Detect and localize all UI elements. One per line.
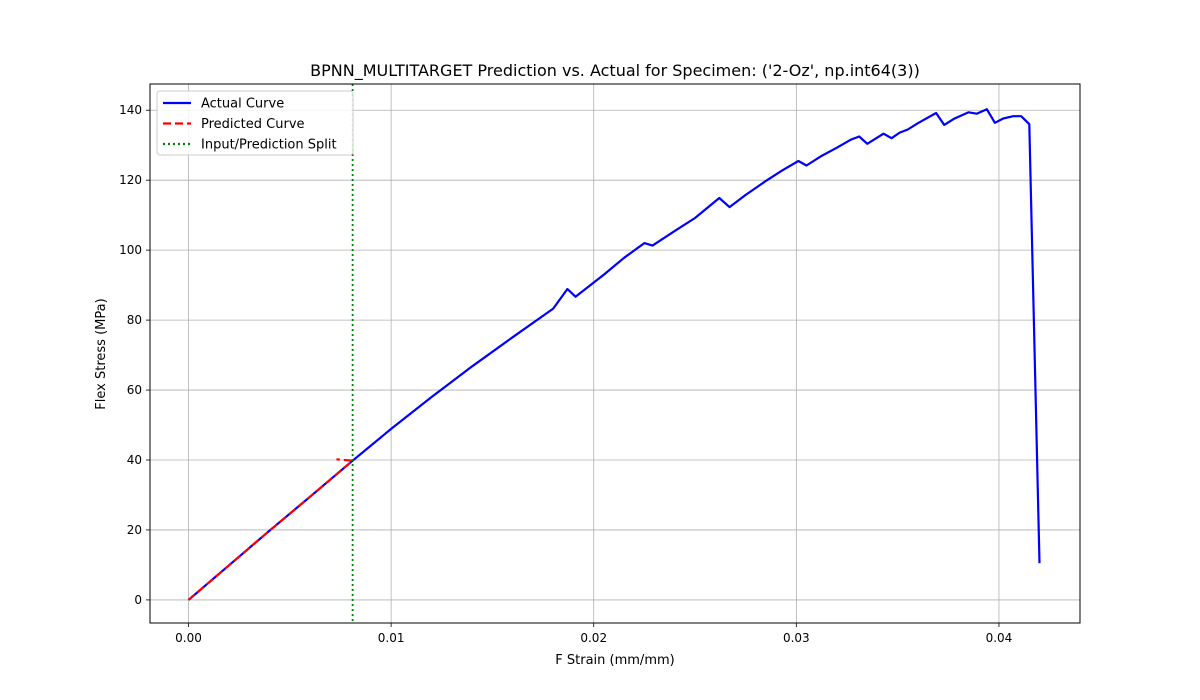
y-tick-label: 40	[127, 453, 142, 467]
y-tick-label: 60	[127, 383, 142, 397]
legend-label: Predicted Curve	[201, 117, 305, 132]
x-tick-label: 0.01	[378, 631, 405, 645]
plot-lines	[187, 84, 1041, 623]
legend: Actual Curve Predicted Curve Input/Predict…	[156, 90, 354, 156]
plot-frame	[149, 83, 1081, 624]
y-tick-label: 80	[127, 313, 142, 327]
x-axis-label: F Strain (mm/mm)	[555, 653, 674, 668]
legend-label: Input/Prediction Split	[201, 138, 337, 153]
y-tick-label: 140	[119, 103, 142, 117]
x-tick-label: 0.00	[175, 631, 202, 645]
y-axis: 0 20 40 60 80 100 120 140	[119, 103, 150, 607]
x-tick-label: 0.02	[580, 631, 607, 645]
legend-box	[156, 90, 354, 156]
x-axis: 0.00 0.01 0.02 0.03 0.04	[175, 623, 1012, 645]
x-tick-label: 0.03	[783, 631, 810, 645]
y-tick-label: 0	[134, 593, 142, 607]
y-tick-label: 100	[119, 243, 142, 257]
y-tick-label: 120	[119, 173, 142, 187]
series-line-predicted-curve	[187, 458, 354, 601]
chart-title: BPNN_MULTITARGET Prediction vs. Actual f…	[310, 61, 920, 81]
x-tick-label: 0.04	[986, 631, 1013, 645]
y-tick-label: 20	[127, 523, 142, 537]
grid-lines	[150, 84, 1080, 623]
series-line-actual-curve	[187, 108, 1041, 601]
legend-label: Actual Curve	[201, 97, 284, 112]
y-axis-label: Flex Stress (MPa)	[94, 298, 109, 409]
